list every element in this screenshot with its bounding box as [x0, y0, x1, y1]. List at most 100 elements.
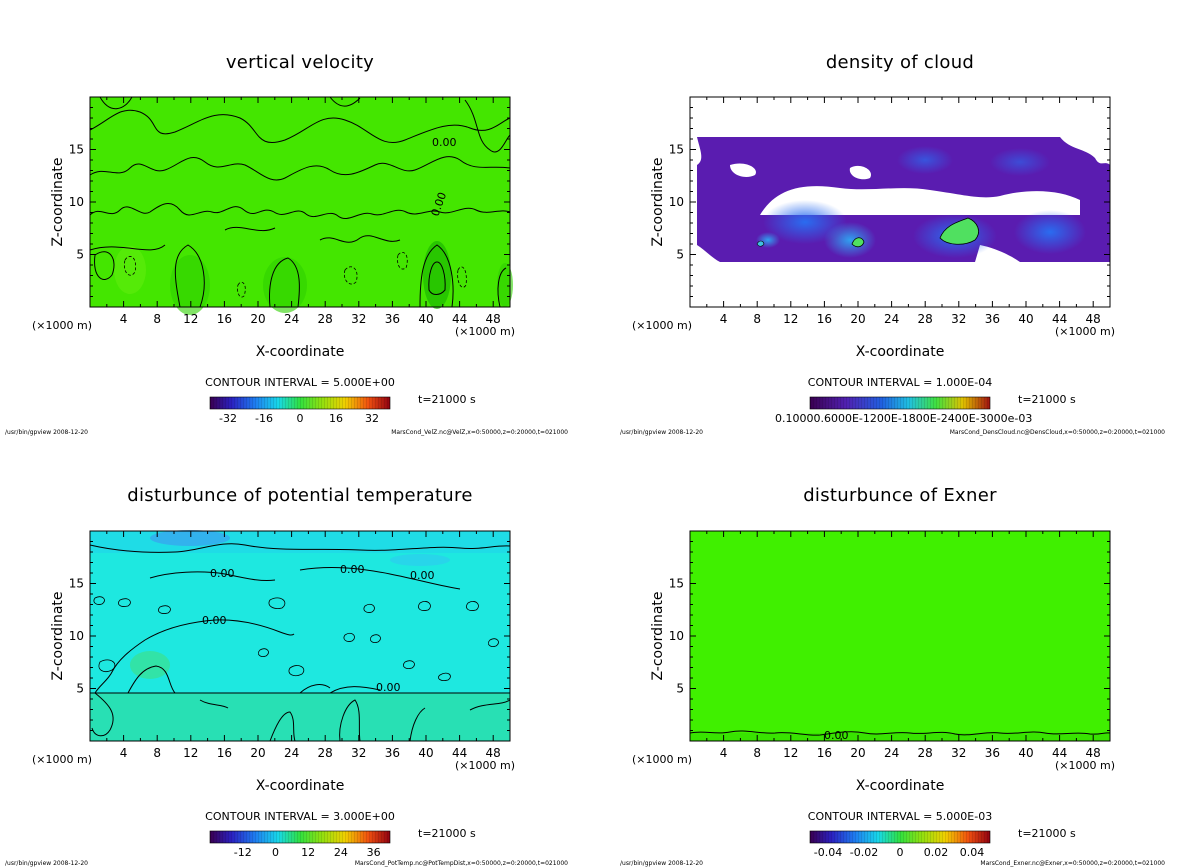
y-ticks: 5 10 15 — [69, 541, 510, 731]
colorbar-tick-label: 24 — [334, 846, 348, 859]
panel-title: density of cloud — [826, 52, 974, 73]
y-tick-label: 15 — [69, 143, 84, 157]
x-unit-left: (×1000 m) — [32, 753, 92, 766]
x-tick-label: 24 — [284, 312, 299, 326]
x-tick-label: 4 — [720, 312, 728, 326]
time-label: t=21000 s — [418, 393, 476, 406]
x-tick-label: 40 — [1018, 746, 1033, 760]
x-tick-label: 4 — [720, 746, 728, 760]
colorbar-tick-label: 32 — [365, 412, 379, 425]
colorbar-tick-label: 12 — [301, 846, 315, 859]
x-tick-label: 32 — [351, 312, 366, 326]
panel-vertical-velocity: vertical velocity — [5, 52, 568, 436]
x-tick-label: 20 — [250, 312, 265, 326]
panel-potential-temperature: disturbunce of potential temperature — [5, 485, 568, 867]
x-tick-label: 16 — [817, 746, 832, 760]
contour-label: 0.00 — [376, 681, 401, 694]
y-tick-label: 10 — [669, 629, 684, 643]
small-contours — [93, 596, 499, 681]
y-tick-label: 5 — [76, 682, 84, 696]
footer-left: /usr/bin/gpview 2008-12-20 — [620, 429, 703, 436]
panel-title: vertical velocity — [226, 52, 374, 73]
colorbar-frame — [209, 396, 391, 410]
field-shade — [150, 530, 230, 546]
x-ticks: 4 8 12 16 20 24 28 32 36 40 44 48 — [106, 531, 501, 760]
field-area: 0.00 — [689, 530, 1111, 742]
x-tick-label: 16 — [817, 312, 832, 326]
colorbar-tick-label: 0.02 — [924, 846, 949, 859]
x-tick-label: 28 — [918, 746, 933, 760]
time-label: t=21000 s — [1018, 393, 1076, 406]
x-tick-label: 40 — [418, 312, 433, 326]
contour-interval: CONTOUR INTERVAL = 5.000E-03 — [808, 810, 992, 823]
x-unit-right: (×1000 m) — [455, 759, 515, 772]
x-tick-label: 8 — [753, 312, 761, 326]
footer-right: MarsCond_DensCloud.nc@DensCloud,x=0:5000… — [950, 429, 1165, 436]
footer-right: MarsCond_VelZ.nc@VelZ,x=0:50000,z=0:2000… — [391, 429, 568, 436]
y-tick-label: 15 — [669, 577, 684, 591]
colorbar-tick-label: 0 — [297, 412, 304, 425]
footer-left: /usr/bin/gpview 2008-12-20 — [620, 860, 703, 867]
cloud-gap — [849, 165, 871, 180]
footer-left: /usr/bin/gpview 2008-12-20 — [5, 860, 88, 867]
x-tick-label: 12 — [783, 746, 798, 760]
x-tick-label: 48 — [486, 312, 501, 326]
cloud-gap — [760, 186, 1080, 215]
x-tick-label: 16 — [217, 746, 232, 760]
y-tick-label: 10 — [69, 629, 84, 643]
x-tick-label: 44 — [1052, 312, 1067, 326]
x-tick-label: 28 — [918, 312, 933, 326]
field-background — [690, 531, 1110, 741]
x-tick-label: 4 — [120, 746, 128, 760]
y-axis-label: Z-coordinate — [650, 157, 666, 246]
x-tick-label: 12 — [183, 312, 198, 326]
time-label: t=21000 s — [418, 827, 476, 840]
x-tick-label: 44 — [452, 312, 467, 326]
field-area — [689, 96, 1111, 308]
cloud-gap — [730, 163, 756, 177]
x-ticks: 4 8 12 16 20 24 28 32 36 40 44 48 — [106, 97, 501, 326]
field-area: 0.00 0.00 — [89, 96, 513, 315]
x-tick-label: 4 — [120, 312, 128, 326]
cloud-core — [824, 222, 876, 258]
panel-title: disturbunce of potential temperature — [127, 485, 472, 506]
field-shade — [497, 263, 513, 307]
contour-label: 0.00 — [210, 567, 235, 580]
x-tick-label: 40 — [1018, 312, 1033, 326]
contour-lines — [89, 543, 511, 742]
colorbar-tick-label: -12 — [234, 846, 252, 859]
x-tick-label: 8 — [153, 312, 161, 326]
contour-interval: CONTOUR INTERVAL = 1.000E-04 — [808, 376, 992, 389]
contour-label: 0.00 — [824, 729, 849, 742]
y-tick-label: 5 — [676, 248, 684, 262]
cloud-gap — [697, 245, 720, 262]
x-tick-label: 32 — [351, 746, 366, 760]
x-tick-label: 32 — [951, 312, 966, 326]
colorbar-ticks: -12 0 12 24 36 — [234, 846, 381, 859]
x-tick-label: 28 — [318, 312, 333, 326]
negative-contours — [123, 252, 467, 298]
x-tick-label: 36 — [385, 312, 400, 326]
x-axis-label: X-coordinate — [256, 778, 345, 794]
colorbar-tick-label: 0.04 — [960, 846, 985, 859]
colorbar-tick-label: -0.04 — [814, 846, 842, 859]
cloud-core — [1014, 210, 1086, 254]
y-tick-label: 10 — [69, 195, 84, 209]
x-tick-label: 40 — [418, 746, 433, 760]
x-tick-label: 28 — [318, 746, 333, 760]
field-shade — [170, 255, 210, 315]
contour-label: 0.00 — [432, 136, 457, 149]
colorbar-ticks: -0.04 -0.02 0 0.02 0.04 — [814, 846, 984, 859]
x-unit-right: (×1000 m) — [1055, 759, 1115, 772]
footer-left: /usr/bin/gpview 2008-12-20 — [5, 429, 88, 436]
field-shade — [114, 246, 146, 294]
colorbar-tick-label: -16 — [255, 412, 273, 425]
contour-interval: CONTOUR INTERVAL = 5.000E+00 — [205, 376, 395, 389]
contour-label: 0.00 — [410, 569, 435, 582]
x-tick-label: 48 — [486, 746, 501, 760]
x-tick-label: 20 — [850, 746, 865, 760]
x-unit-left: (×1000 m) — [32, 319, 92, 332]
x-tick-label: 24 — [884, 746, 899, 760]
colorbar-frame — [809, 830, 991, 844]
